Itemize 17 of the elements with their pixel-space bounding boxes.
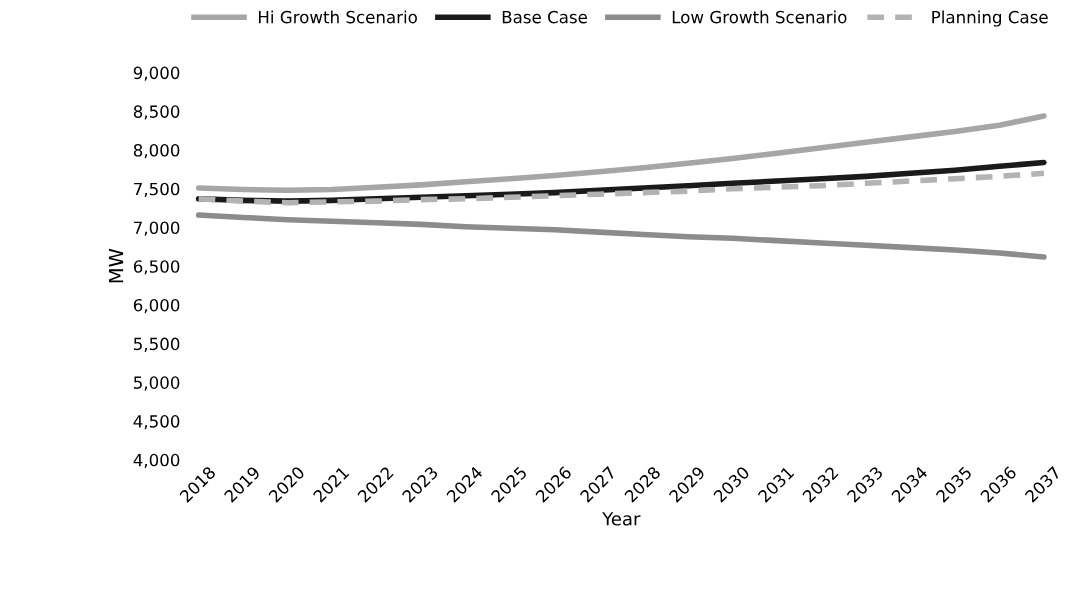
y-tick-label: 6,000 <box>133 298 180 314</box>
y-tick-label: 9,000 <box>133 66 180 81</box>
legend-label: Hi Growth Scenario <box>258 10 417 24</box>
y-tick-label: 8,500 <box>133 105 180 120</box>
y-tick-label: 5,000 <box>134 376 180 391</box>
y-tick-label: 7,500 <box>134 182 180 198</box>
y-tick-label: 8,000 <box>133 144 180 159</box>
y-tick-label: 4,000 <box>133 453 180 469</box>
y-tick-label: 4,500 <box>133 415 180 430</box>
y-tick-label: 6,500 <box>133 260 180 275</box>
x-axis-title: Year <box>602 512 641 526</box>
y-axis-title: MW <box>108 248 124 283</box>
legend-label: Base Case <box>502 10 587 24</box>
legend-label: Planning Case <box>932 10 1048 27</box>
y-tick-label: 5,500 <box>134 337 180 352</box>
y-tick-label: 7,000 <box>134 221 180 236</box>
legend-label: Low Growth Scenario <box>672 10 847 24</box>
